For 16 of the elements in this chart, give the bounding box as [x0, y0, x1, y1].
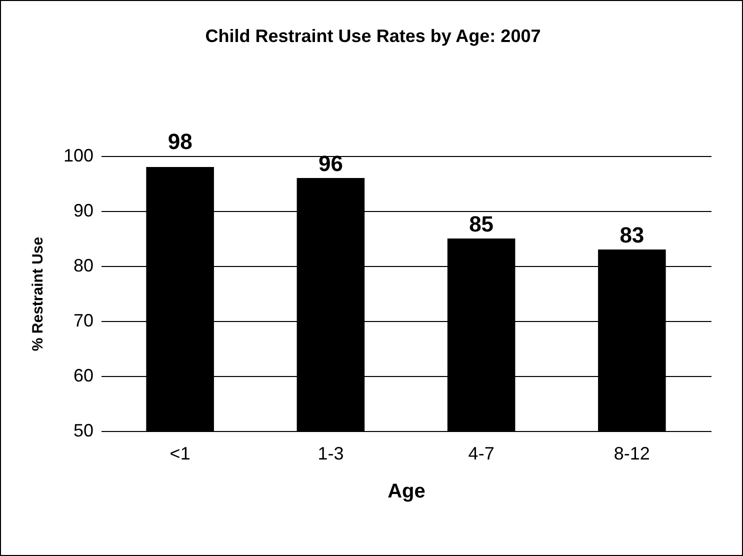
x-tick-label: 1-3: [318, 444, 344, 464]
y-tick-label: 100: [63, 146, 94, 166]
data-label: 83: [620, 222, 644, 248]
y-tick-label: 60: [73, 366, 94, 386]
y-tick-label: 80: [73, 256, 94, 276]
data-label: 98: [168, 129, 192, 154]
x-tick-label: <1: [170, 444, 190, 464]
data-label: 85: [469, 212, 494, 236]
chart-title: Child Restraint Use Rates by Age: 2007: [205, 26, 541, 46]
y-axis-title: % Restraint Use: [29, 236, 46, 352]
x-tick-label: 8-12: [614, 444, 650, 464]
x-tick-label: 4-7: [468, 444, 494, 464]
x-axis-title: Age: [388, 480, 426, 502]
y-tick-label: 70: [73, 310, 94, 330]
y-tick-label: 90: [73, 200, 94, 220]
y-tick-label: 50: [73, 420, 94, 440]
